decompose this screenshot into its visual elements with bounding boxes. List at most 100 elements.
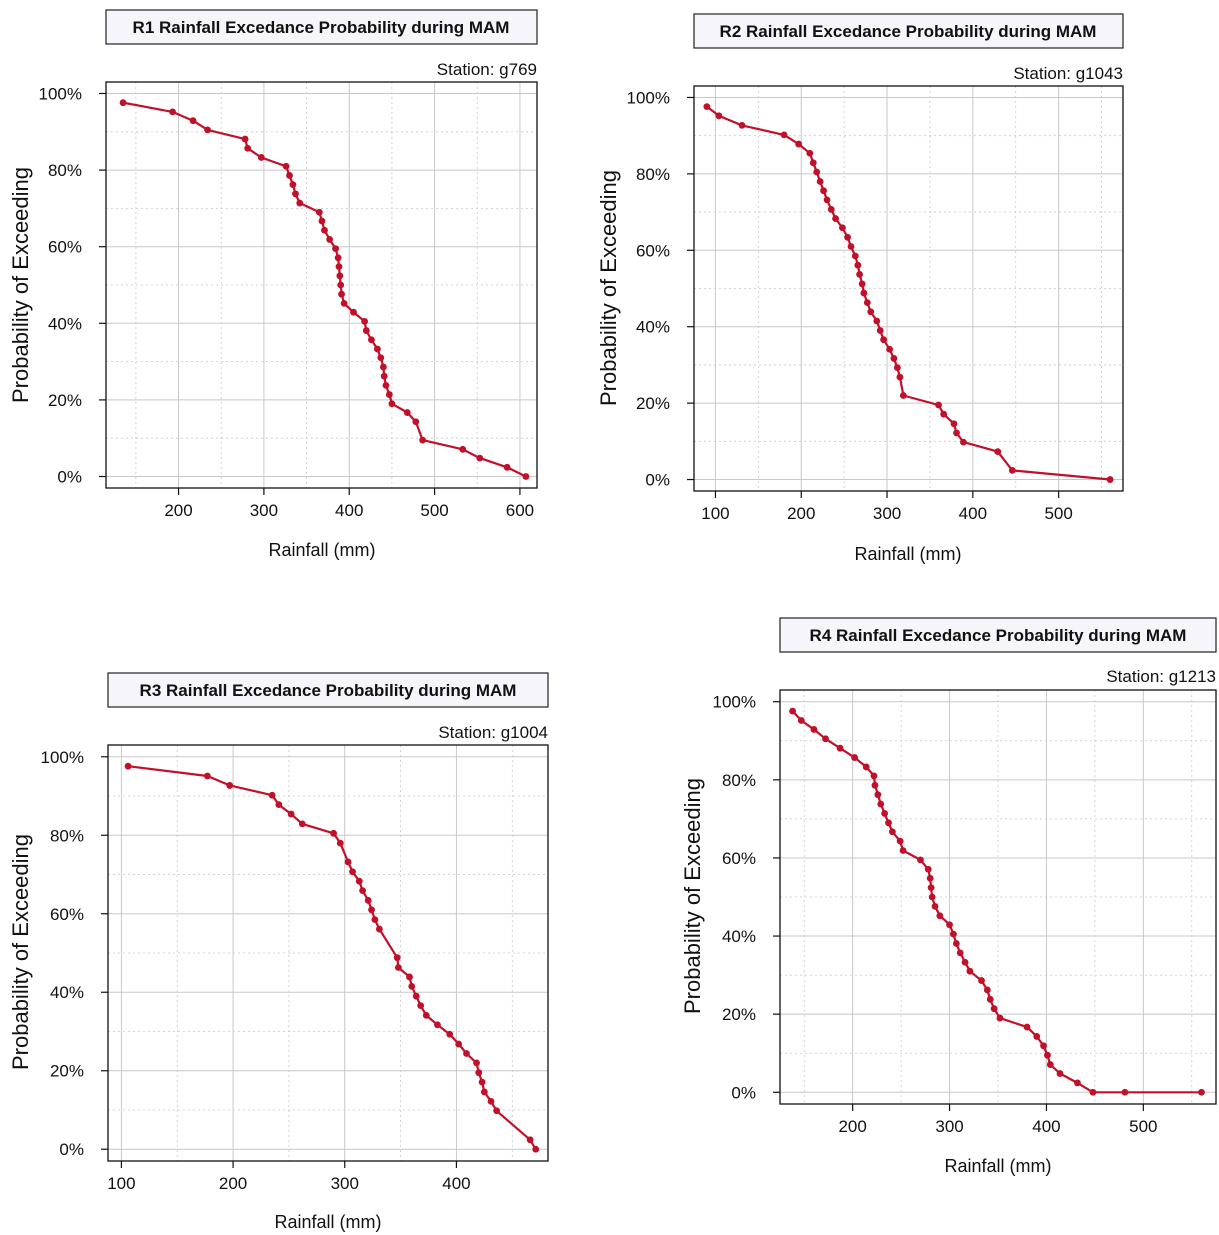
y-tick-label-r1: 100% <box>39 84 82 103</box>
y-tick-label-r2: 100% <box>627 88 670 107</box>
data-point-r4 <box>870 772 878 780</box>
data-point-r3 <box>275 801 283 809</box>
data-point-r2 <box>950 420 958 428</box>
data-point-r4 <box>810 726 818 733</box>
data-point-r3 <box>349 868 356 876</box>
data-point-r1 <box>335 263 343 271</box>
data-point-r2 <box>816 178 824 185</box>
data-point-r4 <box>871 781 879 789</box>
data-point-r4 <box>936 912 944 920</box>
chart-panel-r4: R4 Rainfall Excedance Probability during… <box>680 617 1217 1176</box>
data-point-r4 <box>996 1014 1004 1022</box>
data-point-r3 <box>394 964 402 971</box>
data-point-r3 <box>455 1040 463 1048</box>
data-point-r3 <box>344 858 352 866</box>
x-tick-label-r3: 100 <box>107 1174 135 1193</box>
data-point-r4 <box>862 763 870 771</box>
data-point-r2 <box>795 140 803 148</box>
x-axis-label-r2: Rainfall (mm) <box>854 544 961 564</box>
y-tick-label-r4: 60% <box>722 849 756 868</box>
data-point-r1 <box>119 99 127 107</box>
data-point-r3 <box>526 1136 534 1144</box>
plot-frame-r4 <box>779 689 1217 1105</box>
data-point-r1 <box>361 317 368 325</box>
data-point-r2 <box>715 112 723 120</box>
data-point-r1 <box>189 117 197 125</box>
plot-area-r4: 200 300 400 500 0% 20% 40% 60% 80% 100% <box>713 689 1217 1136</box>
data-point-r1 <box>374 345 381 353</box>
data-point-r2 <box>827 206 835 213</box>
data-point-r1 <box>334 254 342 262</box>
data-point-r1 <box>286 172 293 179</box>
data-point-r3 <box>480 1088 488 1096</box>
data-point-r4 <box>1056 1070 1064 1077</box>
data-point-r3 <box>336 839 344 847</box>
y-tick-label-r1: 20% <box>48 391 82 410</box>
title-box-r2 <box>693 13 1124 49</box>
data-point-r1 <box>385 391 393 398</box>
data-point-r2 <box>893 364 901 371</box>
data-point-r1 <box>476 454 484 462</box>
data-point-r3 <box>203 772 211 780</box>
data-point-r2 <box>890 355 898 362</box>
title-box-r3 <box>107 672 549 708</box>
y-tick-label-r2: 80% <box>636 165 670 184</box>
data-point-r4 <box>899 847 907 854</box>
chart-panel-r1: R1 Rainfall Excedance Probability during… <box>8 9 538 560</box>
data-point-r2 <box>854 261 862 269</box>
data-point-r1 <box>522 473 530 480</box>
data-point-r4 <box>874 791 882 799</box>
x-tick-label-r1: 200 <box>164 501 192 520</box>
data-point-r3 <box>487 1097 495 1105</box>
data-point-r1 <box>419 436 427 444</box>
data-point-r4 <box>1033 1033 1041 1040</box>
x-tick-label-r3: 200 <box>219 1174 247 1193</box>
data-point-r2 <box>873 317 881 325</box>
data-point-r3 <box>463 1050 470 1057</box>
x-tick-label-r2: 300 <box>873 504 901 523</box>
data-point-r1 <box>379 363 387 371</box>
data-point-r2 <box>1106 476 1114 483</box>
data-point-r3 <box>532 1145 540 1153</box>
data-point-r2 <box>851 252 859 260</box>
data-point-r1 <box>350 308 357 316</box>
data-point-r3 <box>330 829 337 837</box>
y-tick-label-r4: 20% <box>722 1005 756 1024</box>
data-point-r3 <box>287 810 295 818</box>
plot-area-r2: 100 200 300 400 500 0% 20% 40% 60% 80% 100% <box>627 85 1124 523</box>
data-point-r4 <box>789 707 796 715</box>
data-point-r1 <box>336 272 344 280</box>
data-point-r4 <box>1023 1023 1031 1031</box>
y-axis-label-r3: Probability of Exceeding <box>8 834 33 1070</box>
data-point-r2 <box>899 392 907 399</box>
y-tick-label-r3: 60% <box>50 905 84 924</box>
data-point-r4 <box>1121 1088 1129 1096</box>
data-point-r3 <box>226 782 234 789</box>
data-point-r1 <box>362 327 370 334</box>
x-axis-label-r1: Rainfall (mm) <box>268 540 375 560</box>
y-tick-label-r2: 60% <box>636 241 670 260</box>
x-tick-label-r4: 500 <box>1129 1117 1157 1136</box>
data-point-r4 <box>1198 1088 1205 1096</box>
y-tick-label-r3: 20% <box>50 1062 84 1081</box>
data-point-r1 <box>380 372 388 380</box>
data-point-r4 <box>1040 1042 1047 1050</box>
data-point-r2 <box>780 131 788 139</box>
station-label-r2: Station: g1043 <box>1013 64 1123 83</box>
plot-frame-r3 <box>107 744 549 1162</box>
x-tick-label-r2: 400 <box>959 504 987 523</box>
data-point-r3 <box>124 762 132 770</box>
data-point-r4 <box>1074 1079 1081 1087</box>
plot-area-r1: 200 300 400 500 600 0% 20% 40% 60% 80% 100% <box>39 81 538 520</box>
y-tick-label-r2: 20% <box>636 394 670 413</box>
data-point-r4 <box>888 828 896 836</box>
y-tick-label-r4: 0% <box>731 1083 756 1102</box>
data-point-r4 <box>927 884 935 892</box>
y-tick-label-r4: 80% <box>722 771 756 790</box>
data-point-r1 <box>296 199 304 207</box>
y-tick-label-r4: 40% <box>722 927 756 946</box>
data-point-r3 <box>368 906 375 914</box>
data-point-r3 <box>422 1012 430 1019</box>
data-point-r2 <box>876 327 884 334</box>
